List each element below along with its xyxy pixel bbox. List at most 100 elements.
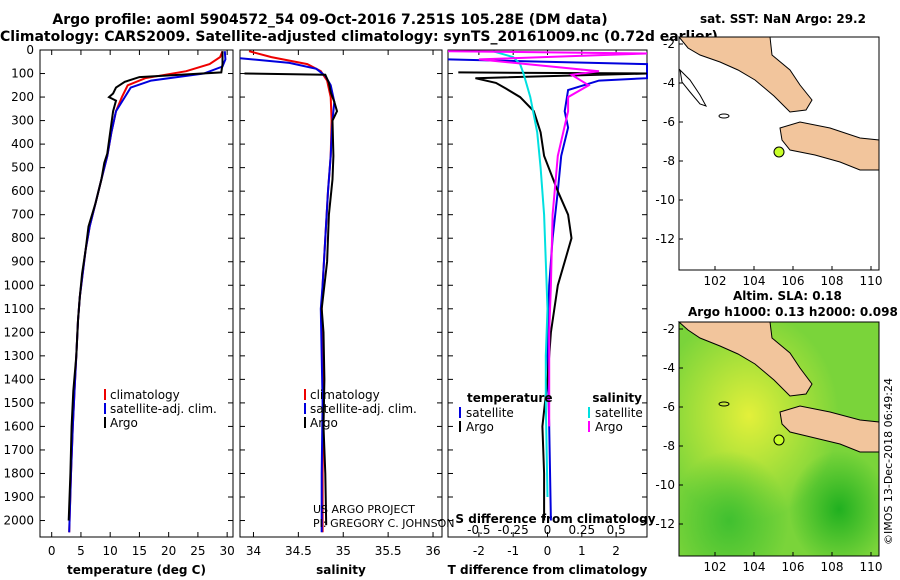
legend-label: Argo [310, 416, 338, 430]
y-tick-label: 1200 [3, 325, 34, 339]
legend-title-salinity: salinity [592, 391, 642, 405]
map-y-tick-label: -12 [655, 517, 675, 531]
x-tick-label: 30 [220, 544, 235, 558]
series-satellite-adj-clim- [239, 57, 336, 533]
series-s-satellite [492, 50, 549, 498]
map-top-title: sat. SST: NaN Argo: 29.2 [700, 12, 866, 26]
map-top [677, 36, 880, 271]
legend-label: climatology [310, 388, 380, 402]
map-bottom [677, 321, 880, 557]
map-x-tick-label: 104 [743, 274, 766, 288]
header-line-1: Argo profile: aoml 5904572_54 09-Oct-201… [52, 12, 608, 28]
x-tick-label: 0 [48, 544, 56, 558]
legend-label: Argo [110, 416, 138, 430]
x2-tick-label: 0.5 [607, 523, 626, 537]
y-tick-label: 500 [11, 161, 34, 175]
x2-tick-label: -0.5 [467, 523, 490, 537]
map-x-tick-label: 102 [704, 560, 727, 574]
map-bottom-title-2: Argo h1000: 0.13 h2000: 0.098 [688, 305, 898, 319]
map-x-tick-label: 108 [821, 560, 844, 574]
x-axis-label: temperature (deg C) [67, 563, 206, 577]
y-tick-label: 0 [26, 43, 34, 57]
island-outline [679, 68, 708, 107]
x-tick-label: -2 [473, 544, 485, 558]
map-bottom-frame [678, 321, 880, 557]
x-tick-label: 5 [77, 544, 85, 558]
y-tick-label: 300 [11, 114, 34, 128]
legend-label: satellite [466, 406, 514, 420]
legend-label: Argo [466, 420, 494, 434]
series-s-argo [447, 50, 648, 427]
credit-line-1: US ARGO PROJECT [313, 503, 415, 516]
credit-line-2: PI: GREGORY C. JOHNSON [313, 517, 455, 530]
map-x-tick-label: 110 [860, 274, 883, 288]
y-tick-label: 100 [11, 67, 34, 81]
legend-label: satellite-adj. clim. [110, 402, 217, 416]
land-sumatra-2 [677, 321, 813, 397]
legend-title-temperature: temperature [467, 391, 552, 405]
map-y-tick-label: -2 [663, 322, 675, 336]
map-x-tick-label: 106 [782, 274, 805, 288]
y-tick-label: 1700 [3, 443, 34, 457]
series-climatology [68, 50, 224, 533]
x-tick-label: 25 [190, 544, 205, 558]
watermark: ©IMOS 13-Dec-2018 06:49:24 [882, 378, 895, 545]
island-small [718, 113, 730, 119]
y-tick-label: 600 [11, 184, 34, 198]
x-tick-label: 35 [336, 544, 351, 558]
x2-tick-label: 0 [544, 523, 552, 537]
land-java-2 [779, 405, 880, 453]
x-tick-label: 0 [544, 544, 552, 558]
plot-frame-1 [239, 49, 443, 538]
x-tick-label: 15 [132, 544, 147, 558]
legend-label: satellite-adj. clim. [310, 402, 417, 416]
map-x-tick-label: 110 [860, 560, 883, 574]
y-tick-label: 1500 [3, 396, 34, 410]
legend-label: satellite [595, 406, 643, 420]
y-tick-label: 1000 [3, 278, 34, 292]
series-t-argo [458, 71, 648, 521]
x-tick-label: 35.5 [375, 544, 402, 558]
x-tick-label: 1 [578, 544, 586, 558]
y-tick-label: 700 [11, 208, 34, 222]
y-tick-label: 1300 [3, 349, 34, 363]
x-tick-label: 36 [425, 544, 440, 558]
legend-label: Argo [595, 420, 623, 434]
series-argo [244, 72, 339, 526]
y-tick-label: 1100 [3, 302, 34, 316]
x-tick-label: 2 [612, 544, 620, 558]
land-java [779, 121, 880, 171]
x-tick-label: 34.5 [285, 544, 312, 558]
y-tick-label: 1800 [3, 466, 34, 480]
y-tick-label: 1400 [3, 372, 34, 386]
map-y-tick-label: -12 [655, 232, 675, 246]
x-tick-label: 10 [103, 544, 118, 558]
x-tick-label: -1 [507, 544, 519, 558]
map-y-tick-label: -6 [663, 115, 675, 129]
plot-frame-0 [39, 49, 234, 538]
map-x-tick-label: 106 [782, 560, 805, 574]
land-sumatra [677, 36, 813, 113]
x-tick-label: 34 [246, 544, 261, 558]
legend-label: climatology [110, 388, 180, 402]
map-y-tick-label: -4 [663, 361, 675, 375]
series-satellite-adj-clim- [68, 51, 227, 533]
map-y-tick-label: -6 [663, 400, 675, 414]
y-tick-label: 200 [11, 90, 34, 104]
y-tick-label: 900 [11, 255, 34, 269]
y-tick-label: 800 [11, 231, 34, 245]
map-y-tick-label: -8 [663, 439, 675, 453]
map-y-tick-label: -4 [663, 76, 675, 90]
argo-position-marker-2 [773, 434, 785, 446]
map-y-tick-label: -10 [655, 478, 675, 492]
series-t-satellite [447, 58, 648, 521]
header-line-2: Climatology: CARS2009. Satellite-adjuste… [0, 29, 718, 45]
y-tick-label: 1600 [3, 419, 34, 433]
map-y-tick-label: -2 [663, 37, 675, 51]
x2-tick-label: 0.25 [568, 523, 595, 537]
series-climatology [248, 50, 333, 533]
map-top-frame [678, 36, 880, 271]
map-y-tick-label: -10 [655, 193, 675, 207]
map-x-tick-label: 108 [821, 274, 844, 288]
